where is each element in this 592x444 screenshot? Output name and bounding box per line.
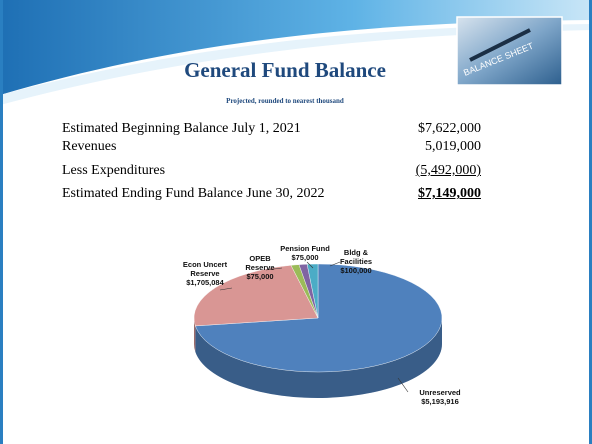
slice-label: OPEB Reserve$75,000	[235, 254, 285, 281]
slice-label: Econ Uncert Reserve$1,705,084	[175, 260, 235, 287]
slice-label: Bldg & Facilities$100,000	[335, 248, 377, 275]
slice-value: $1,705,084	[175, 278, 235, 287]
slice-label: Unreserved$5,193,916	[410, 388, 470, 406]
slice-name: Econ Uncert Reserve	[175, 260, 235, 278]
slice-label: Pension Fund$75,000	[280, 244, 330, 262]
slice-value: $5,193,916	[410, 397, 470, 406]
slice-value: $75,000	[235, 272, 285, 281]
slice-name: Unreserved	[410, 388, 470, 397]
pie-chart	[0, 0, 592, 444]
slice-value: $75,000	[280, 253, 330, 262]
slice-name: Pension Fund	[280, 244, 330, 253]
slice-name: OPEB Reserve	[235, 254, 285, 272]
slide: BALANCE SHEET General Fund Balance Proje…	[0, 0, 592, 444]
slice-name: Bldg & Facilities	[335, 248, 377, 266]
slice-value: $100,000	[335, 266, 377, 275]
